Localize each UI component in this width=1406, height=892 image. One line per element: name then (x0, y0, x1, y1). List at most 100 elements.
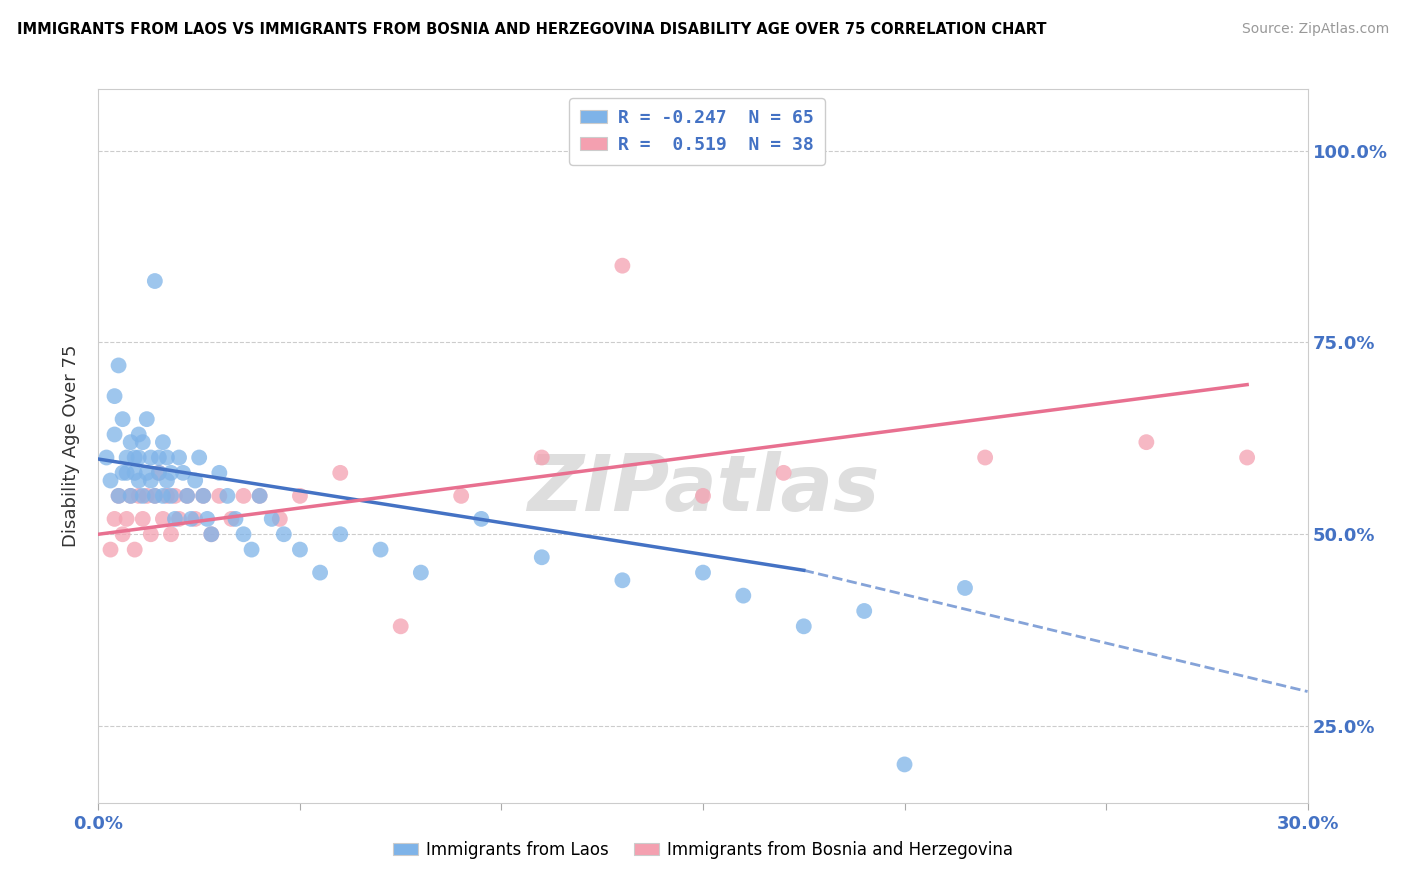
Point (135, 489, 157, 503)
Point (167, 512, 190, 526)
Point (260, 512, 283, 526)
Point (111, 527, 134, 541)
Point (450, 489, 472, 503)
Point (115, 512, 138, 526)
Point (143, 489, 166, 503)
Point (188, 450, 211, 465)
Point (124, 450, 146, 465)
Point (370, 542, 392, 557)
Point (100, 474, 122, 488)
Point (139, 527, 162, 541)
Point (96, 450, 118, 465)
Point (152, 435, 174, 450)
Point (148, 466, 170, 480)
Point (107, 359, 129, 373)
Point (470, 512, 492, 526)
Y-axis label: Disability Age Over 75: Disability Age Over 75 (62, 344, 80, 548)
Point (111, 466, 134, 480)
Point (793, 619, 815, 633)
Point (612, 259, 634, 273)
Point (111, 412, 134, 426)
Point (132, 435, 155, 450)
Point (128, 427, 150, 442)
Point (853, 604, 876, 618)
Point (530, 550, 553, 565)
Point (143, 274, 166, 288)
Point (132, 512, 155, 526)
Point (249, 489, 271, 503)
Point (103, 512, 125, 526)
Point (224, 512, 246, 526)
Point (107, 489, 129, 503)
Point (152, 489, 174, 503)
Point (156, 450, 179, 465)
Point (893, 757, 915, 772)
Point (193, 489, 215, 503)
Point (221, 512, 243, 526)
Point (100, 542, 122, 557)
Point (389, 619, 412, 633)
Point (273, 527, 295, 541)
Point (208, 466, 231, 480)
Point (135, 412, 157, 426)
Point (160, 489, 183, 503)
Point (1135, 435, 1157, 450)
Point (184, 512, 207, 526)
Point (269, 512, 291, 526)
Point (103, 389, 125, 403)
Point (148, 466, 170, 480)
Point (232, 489, 254, 503)
Point (132, 489, 155, 503)
Text: IMMIGRANTS FROM LAOS VS IMMIGRANTS FROM BOSNIA AND HERZEGOVINA DISABILITY AGE OV: IMMIGRANTS FROM LAOS VS IMMIGRANTS FROM … (17, 22, 1046, 37)
Point (195, 512, 218, 526)
Point (128, 474, 150, 488)
Text: ZIPatlas: ZIPatlas (527, 450, 879, 527)
Point (953, 581, 976, 595)
Point (200, 527, 222, 541)
Point (115, 466, 138, 480)
Point (200, 527, 222, 541)
Point (288, 542, 311, 557)
Point (120, 435, 142, 450)
Point (172, 466, 194, 480)
Point (530, 450, 553, 465)
Text: Source: ZipAtlas.com: Source: ZipAtlas.com (1241, 22, 1389, 37)
Point (612, 574, 634, 588)
Point (772, 466, 794, 480)
Point (139, 450, 162, 465)
Point (163, 512, 186, 526)
Point (288, 489, 311, 503)
Point (115, 450, 138, 465)
Point (208, 489, 231, 503)
Point (329, 466, 352, 480)
Point (409, 566, 432, 580)
Point (156, 474, 179, 488)
Point (1236, 450, 1258, 465)
Point (217, 489, 239, 503)
Point (148, 450, 170, 465)
Point (329, 527, 352, 541)
Point (156, 489, 179, 503)
Point (124, 466, 146, 480)
Point (249, 489, 271, 503)
Point (167, 450, 190, 465)
Point (135, 466, 157, 480)
Point (240, 542, 263, 557)
Point (232, 527, 254, 541)
Point (152, 512, 174, 526)
Point (120, 489, 142, 503)
Point (160, 466, 183, 480)
Point (193, 489, 215, 503)
Point (176, 489, 198, 503)
Point (128, 450, 150, 465)
Point (692, 566, 714, 580)
Point (974, 450, 997, 465)
Point (103, 427, 125, 442)
Point (184, 474, 207, 488)
Point (124, 542, 146, 557)
Point (107, 489, 129, 503)
Point (163, 489, 186, 503)
Point (692, 489, 714, 503)
Point (176, 489, 198, 503)
Point (309, 566, 332, 580)
